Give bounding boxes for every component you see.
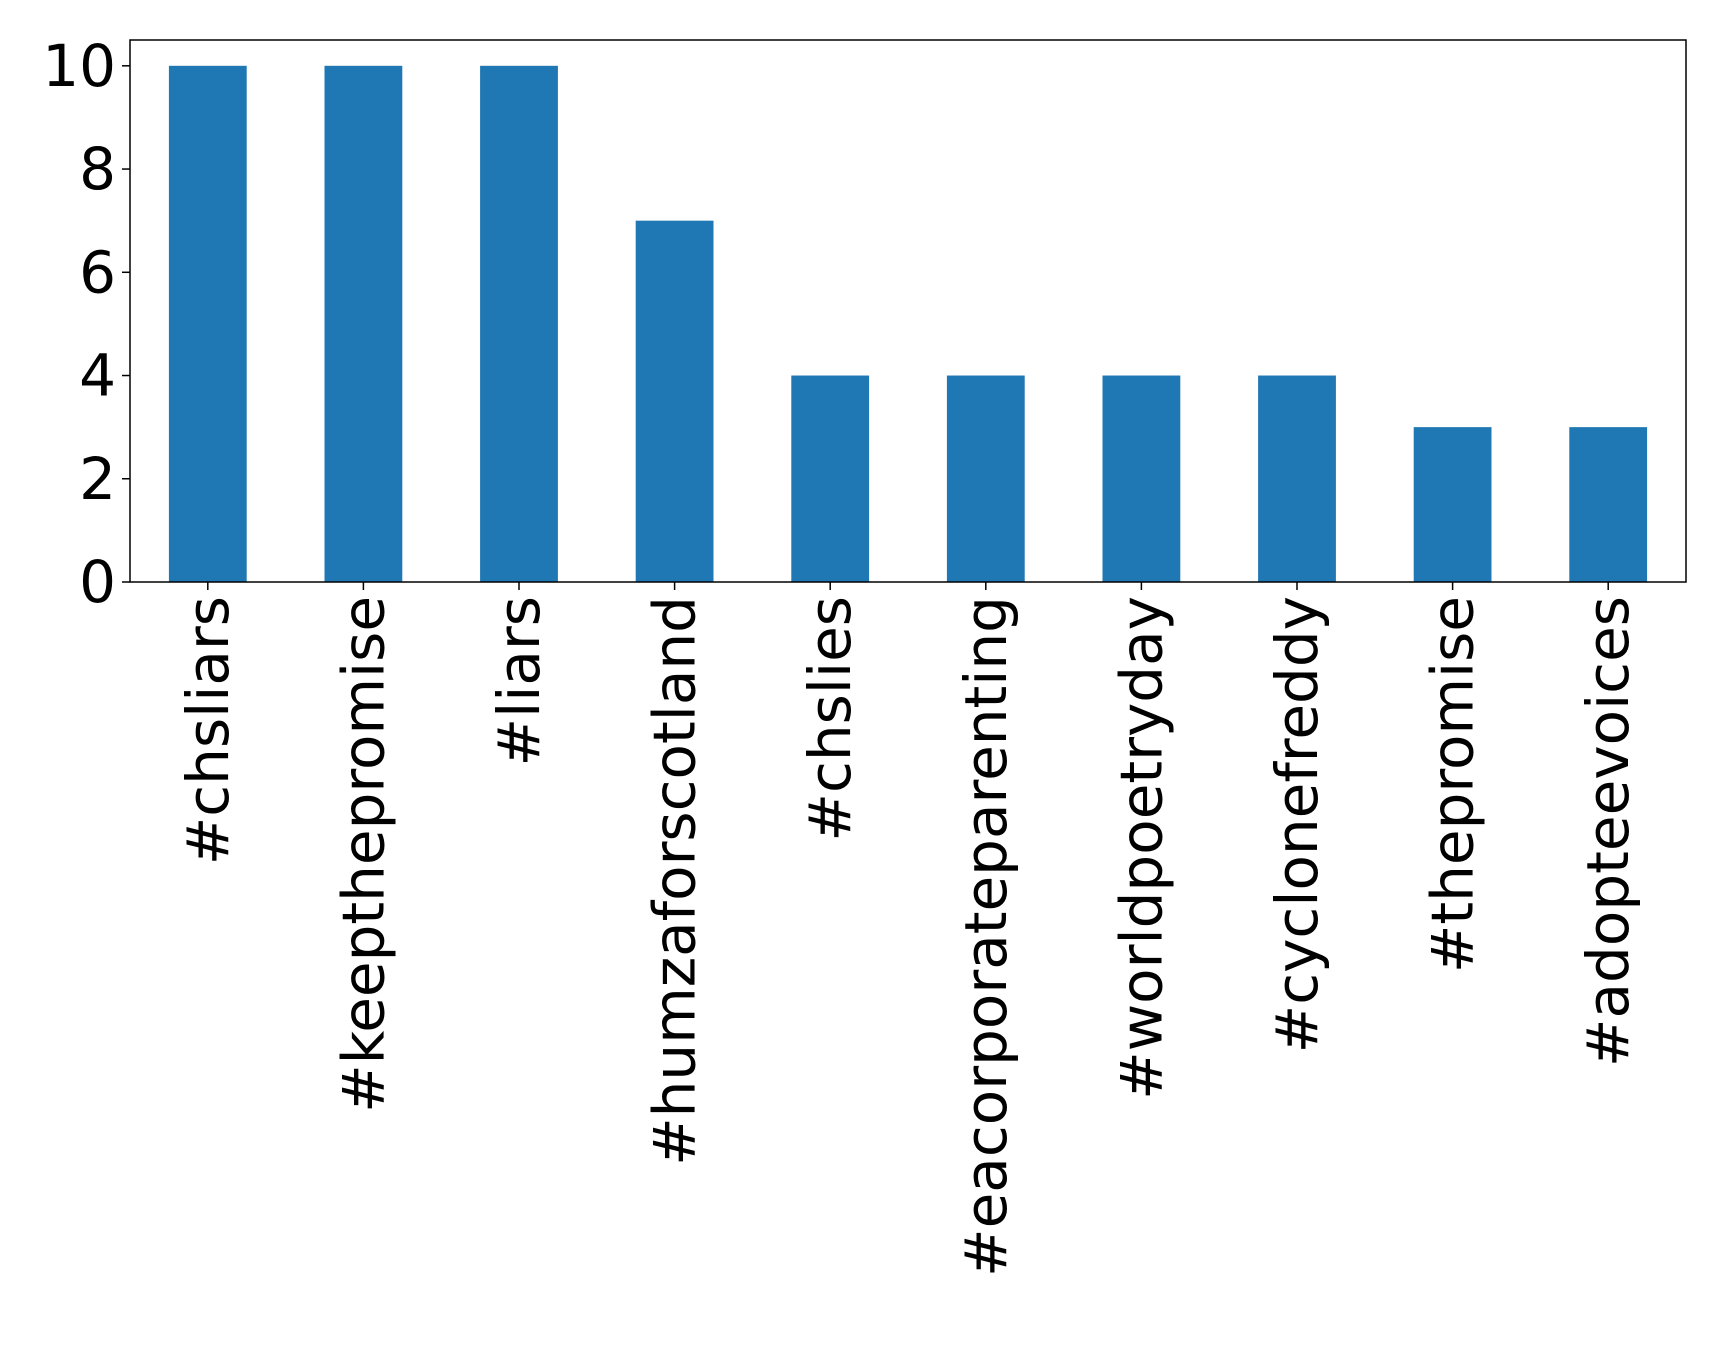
bars-group: [168, 65, 1648, 583]
x-tick-label: #adopteevoices: [1574, 596, 1642, 1067]
bar-humzaforscotland: [635, 220, 714, 582]
bar-chsliars: [168, 65, 247, 583]
bar-liars: [480, 65, 558, 583]
y-tick-label: 8: [79, 135, 116, 203]
x-tick-label: #eacorporateparenting: [952, 596, 1020, 1277]
x-tick-label: #cyclonefreddy: [1263, 596, 1331, 1053]
x-tick-label: #worldpoetryday: [1107, 596, 1175, 1100]
bar-thepromise: [1413, 427, 1492, 582]
y-tick-label: 4: [79, 342, 116, 410]
bar-cyclonefreddy: [1258, 375, 1336, 582]
x-tick-label: #humzaforscotland: [641, 596, 709, 1166]
x-tick-label: #chsliars: [174, 596, 242, 865]
bar-worldpoetryday: [1102, 375, 1181, 582]
y-tick-label: 2: [79, 445, 116, 513]
x-tick-label: #thepromise: [1419, 596, 1487, 973]
y-tick-label: 6: [79, 238, 116, 306]
y-tick-label: 10: [42, 32, 116, 100]
x-tick-label: #keepthepromise: [329, 596, 397, 1113]
bar-keepthepromise: [324, 65, 403, 583]
x-tick-label: #chslies: [796, 596, 864, 842]
x-axis: #chsliars #keepthepromise #liars #humzafors…: [174, 582, 1642, 1277]
y-tick-label: 0: [79, 548, 116, 616]
y-axis: 0 2 4 6 8 10: [42, 32, 130, 616]
plot-frame: [129, 39, 1687, 583]
bar-eacorporateparenting: [946, 375, 1025, 582]
x-tick-label: #liars: [485, 596, 553, 766]
bar-chslies: [791, 375, 870, 582]
bar-adopteevoices: [1569, 427, 1648, 582]
